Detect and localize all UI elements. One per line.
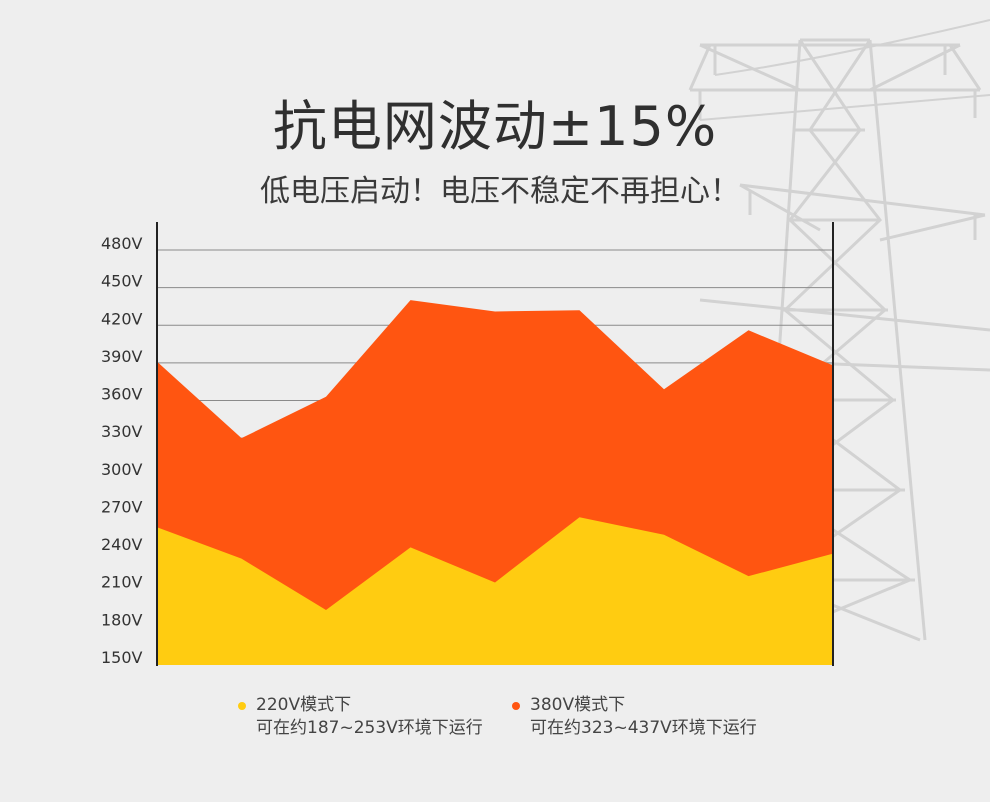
y-tick-label: 480V xyxy=(101,234,143,253)
y-tick-label: 150V xyxy=(101,648,143,667)
page-title: 抗电网波动±15% xyxy=(272,95,718,158)
series-area-220v xyxy=(157,517,833,665)
legend-title-380v: 380V模式下 xyxy=(530,695,626,715)
y-tick-label: 180V xyxy=(101,610,143,629)
legend-dot-220v xyxy=(238,702,246,710)
legend-desc-380v: 可在约323~437V环境下运行 xyxy=(530,718,757,738)
y-tick-label: 210V xyxy=(101,573,143,592)
page-subtitle: 低电压启动！电压不稳定不再担心！ xyxy=(260,174,740,209)
y-tick-label: 240V xyxy=(101,535,143,554)
y-tick-label: 300V xyxy=(101,460,143,479)
legend-item-220v: 220V模式下 可在约187~253V环境下运行 xyxy=(238,694,483,740)
legend-dot-380v xyxy=(512,702,520,710)
y-tick-label: 390V xyxy=(101,347,143,366)
y-axis-tick-labels: 150V 180V 210V 240V 270V 300V 330V 360V 390V 420V… xyxy=(101,234,143,667)
y-tick-label: 450V xyxy=(101,272,143,291)
y-tick-label: 270V xyxy=(101,497,143,516)
legend-title-220v: 220V模式下 xyxy=(256,695,352,715)
legend-item-380v: 380V模式下 可在约323~437V环境下运行 xyxy=(512,694,757,740)
y-tick-label: 330V xyxy=(101,422,143,441)
y-tick-label: 360V xyxy=(101,385,143,404)
y-tick-label: 420V xyxy=(101,309,143,328)
legend-desc-220v: 可在约187~253V环境下运行 xyxy=(256,718,483,738)
